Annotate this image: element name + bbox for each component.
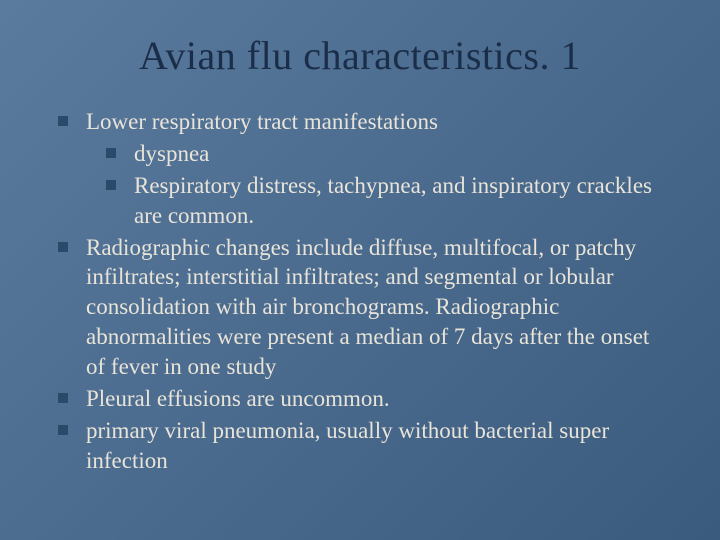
bullet-text: Pleural effusions are uncommon. bbox=[86, 384, 390, 414]
square-bullet-icon bbox=[58, 393, 68, 403]
bullet-item: primary viral pneumonia, usually without… bbox=[58, 416, 670, 476]
square-bullet-icon bbox=[106, 180, 116, 190]
bullet-text: Lower respiratory tract manifestations bbox=[86, 107, 438, 137]
bullet-item: Radiographic changes include diffuse, mu… bbox=[58, 233, 670, 382]
slide-content: Lower respiratory tract manifestations d… bbox=[50, 107, 670, 476]
bullet-text: Radiographic changes include diffuse, mu… bbox=[86, 233, 670, 382]
bullet-text: dyspnea bbox=[134, 139, 209, 169]
bullet-item: Pleural effusions are uncommon. bbox=[58, 384, 670, 414]
square-bullet-icon bbox=[58, 242, 68, 252]
slide-container: Avian flu characteristics. 1 Lower respi… bbox=[0, 0, 720, 540]
bullet-text: primary viral pneumonia, usually without… bbox=[86, 416, 670, 476]
bullet-item: dyspnea bbox=[58, 139, 670, 169]
square-bullet-icon bbox=[58, 425, 68, 435]
square-bullet-icon bbox=[106, 148, 116, 158]
bullet-text: Respiratory distress, tachypnea, and ins… bbox=[134, 171, 670, 231]
bullet-item: Lower respiratory tract manifestations bbox=[58, 107, 670, 137]
square-bullet-icon bbox=[58, 116, 68, 126]
bullet-list: Lower respiratory tract manifestations d… bbox=[58, 107, 670, 476]
slide-title: Avian flu characteristics. 1 bbox=[50, 32, 670, 79]
bullet-item: Respiratory distress, tachypnea, and ins… bbox=[58, 171, 670, 231]
